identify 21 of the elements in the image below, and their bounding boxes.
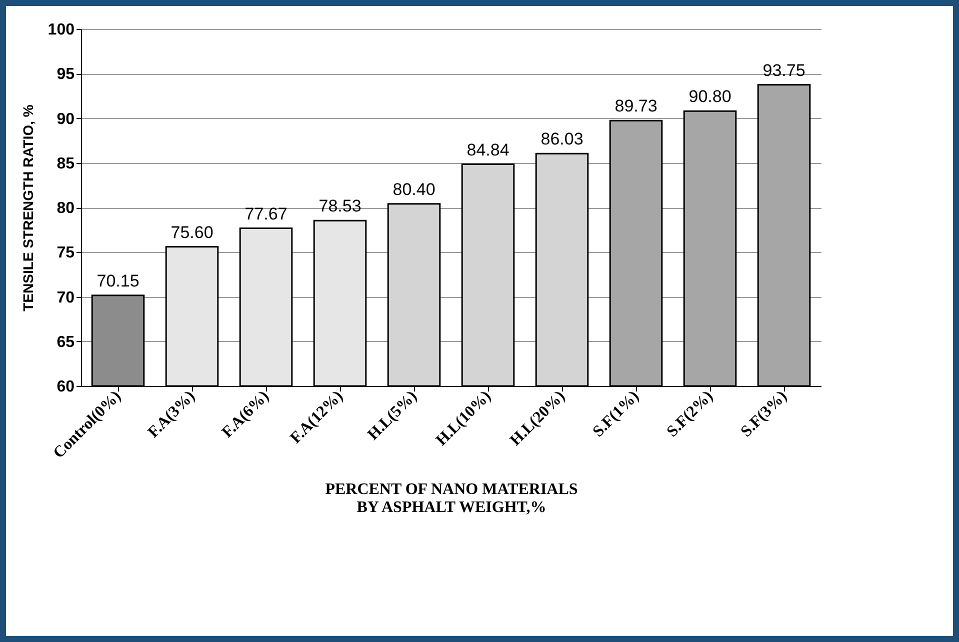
data-label: 70.15: [96, 271, 140, 290]
data-label: 77.67: [244, 204, 288, 224]
y-tick-label: 80: [56, 200, 75, 217]
data-label: 80.40: [392, 180, 436, 199]
y-tick-label: 90: [56, 110, 75, 128]
x-axis-title: PERCENT OF NANO MATERIALS BY ASPHALT WEIGHT,%: [325, 481, 578, 516]
data-label: 86.03: [540, 130, 584, 149]
data-label: 84.84: [466, 140, 510, 160]
data-label: 90.80: [688, 87, 732, 106]
y-tick-label: 75: [56, 244, 75, 262]
y-tick-label: 100: [48, 22, 75, 38]
data-label: 89.73: [614, 96, 658, 116]
y-axis-title: TENSILE STRENGTH RATIO, %: [20, 104, 36, 312]
y-tick-label: 85: [56, 155, 75, 172]
y-tick-label: 65: [56, 334, 75, 351]
data-label: 93.75: [762, 60, 806, 80]
y-tick-label: 95: [56, 66, 75, 84]
data-label: 78.53: [318, 196, 362, 216]
y-tick-label: 70: [56, 289, 75, 306]
y-tick-label: 60: [56, 378, 75, 396]
data-label: 75.60: [170, 222, 214, 242]
